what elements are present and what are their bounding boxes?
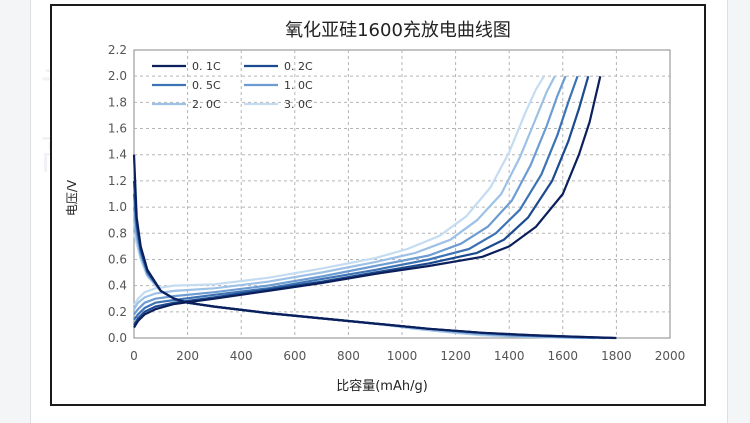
x-tick-label: 1600: [548, 349, 579, 363]
x-tick-label: 200: [176, 349, 199, 363]
y-tick-label: 0.8: [108, 226, 127, 240]
x-tick-label: 1800: [601, 349, 632, 363]
series-charge-line: [133, 75, 545, 306]
legend-label: 0. 2C: [284, 60, 313, 73]
y-tick-label: 0.4: [108, 279, 127, 293]
x-tick-label: 2000: [655, 349, 686, 363]
y-tick-labels: 0.0 0.2 0.4 0.6 0.8 1.0 1.2 1.4 1.6 1.8 2.0 2.2: [108, 43, 127, 345]
series-discharge-line: [132, 154, 617, 340]
legend-label: 0. 1C: [192, 60, 221, 73]
y-tick-label: 0.0: [108, 331, 127, 345]
series-charge-line: [133, 75, 567, 316]
y-tick-label: 1.4: [108, 148, 127, 162]
series-lines: [132, 75, 617, 340]
y-tick-label: 0.6: [108, 252, 127, 266]
legend-label: 1. 0C: [284, 79, 313, 92]
y-tick-label: 1.2: [108, 174, 127, 188]
y-axis-label: 电压/V: [65, 179, 79, 216]
series-charge-line: [133, 75, 590, 326]
legend-label: 2. 0C: [192, 98, 221, 111]
x-tick-label: 0: [130, 349, 138, 363]
legend-label: 0. 5C: [192, 79, 221, 92]
x-tick-labels: 0 200 400 600 800 1000 1200 1400 1600 1800 2000: [130, 349, 685, 363]
y-tick-label: 0.2: [108, 305, 127, 319]
x-tick-label: 1200: [440, 349, 471, 363]
series-charge-line: [133, 75, 579, 321]
legend: 0. 1C 0. 2C 0. 5C 1. 0C 2. 0C 3. 0C: [152, 60, 313, 111]
chart-title: 氧化亚硅1600充放电曲线图: [285, 20, 511, 41]
x-tick-label: 1400: [494, 349, 525, 363]
y-tick-label: 2.0: [108, 69, 127, 83]
x-tick-label: 600: [283, 349, 306, 363]
x-tick-label: 800: [337, 349, 360, 363]
x-tick-label: 1000: [387, 349, 418, 363]
series-charge-line: [133, 75, 556, 310]
series-charge-line: [133, 75, 602, 329]
y-tick-label: 2.2: [108, 43, 127, 57]
y-tick-label: 1.6: [108, 122, 127, 136]
legend-label: 3. 0C: [284, 98, 313, 111]
y-tick-label: 1.8: [108, 95, 127, 109]
x-tick-label: 400: [230, 349, 253, 363]
x-axis-label: 比容量(mAh/g): [336, 378, 428, 394]
y-tick-label: 1.0: [108, 200, 127, 214]
